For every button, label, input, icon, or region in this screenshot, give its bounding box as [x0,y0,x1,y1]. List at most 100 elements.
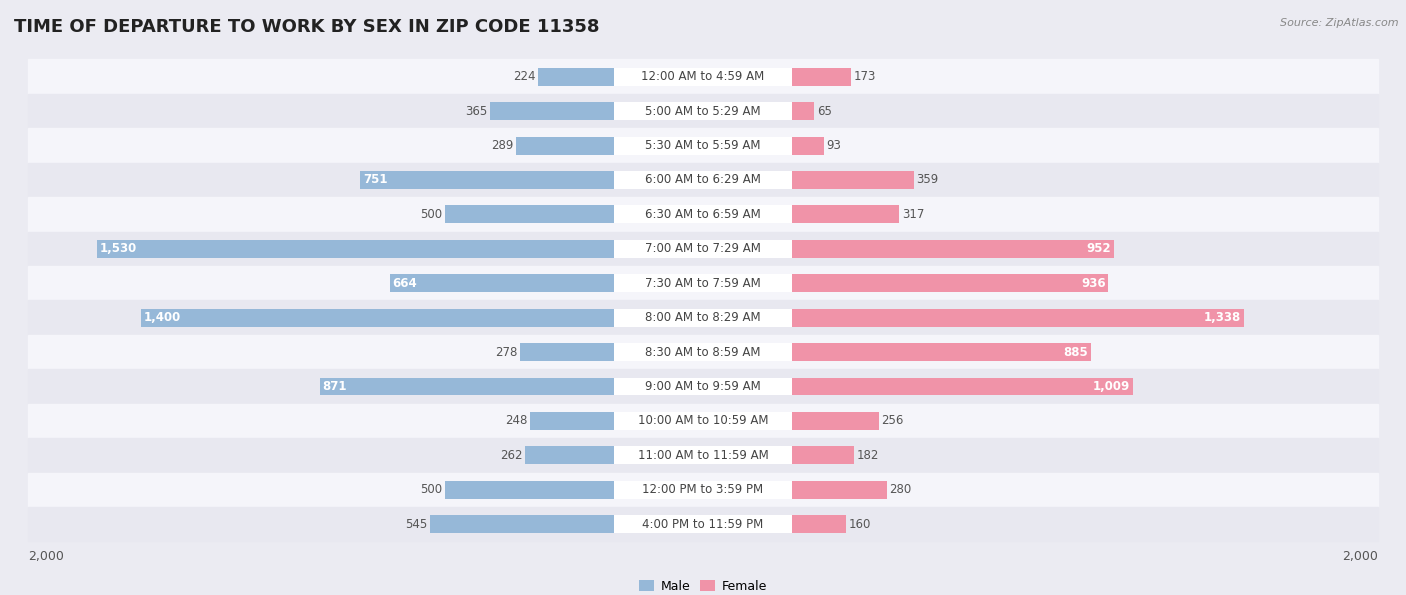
Bar [444,481,613,499]
Text: 2,000: 2,000 [28,550,65,563]
Bar [538,68,613,86]
Text: 365: 365 [465,105,488,118]
Bar [793,102,814,120]
Text: 280: 280 [890,483,912,496]
Bar [613,481,793,499]
Bar [28,266,1378,300]
Text: 12:00 PM to 3:59 PM: 12:00 PM to 3:59 PM [643,483,763,496]
Bar [444,205,613,223]
Text: 885: 885 [1063,346,1088,359]
Bar [793,68,851,86]
Bar [793,309,1244,327]
Bar [491,102,613,120]
Bar [28,94,1378,129]
Bar [793,378,1133,396]
Bar [613,446,793,464]
Bar [526,446,613,464]
Bar [28,507,1378,541]
Bar [319,378,613,396]
Bar [28,438,1378,472]
Text: 6:30 AM to 6:59 AM: 6:30 AM to 6:59 AM [645,208,761,221]
Bar [530,412,613,430]
Text: 359: 359 [917,174,939,186]
Bar [430,515,613,533]
Text: 1,338: 1,338 [1204,311,1241,324]
Text: 936: 936 [1081,277,1105,290]
Text: 664: 664 [392,277,418,290]
Bar [613,309,793,327]
Bar [28,369,1378,404]
Text: 500: 500 [420,208,441,221]
Bar [28,404,1378,438]
Bar [613,240,793,258]
Text: 65: 65 [817,105,832,118]
Bar [793,481,887,499]
Bar [793,343,1091,361]
Text: 248: 248 [505,415,527,427]
Bar [793,446,853,464]
Bar [141,309,613,327]
Bar [516,137,613,155]
Text: 182: 182 [856,449,879,462]
Text: 160: 160 [849,518,872,531]
Bar [360,171,613,189]
Bar [613,171,793,189]
Text: 224: 224 [513,70,536,83]
Text: 6:00 AM to 6:29 AM: 6:00 AM to 6:29 AM [645,174,761,186]
Bar [613,137,793,155]
Bar [613,343,793,361]
Bar [28,231,1378,266]
Bar [97,240,613,258]
Bar [28,60,1378,94]
Text: 2,000: 2,000 [1341,550,1378,563]
Bar [793,412,879,430]
Text: 262: 262 [501,449,523,462]
Bar [28,163,1378,197]
Text: 7:00 AM to 7:29 AM: 7:00 AM to 7:29 AM [645,242,761,255]
Text: 317: 317 [903,208,925,221]
Bar [793,240,1114,258]
Text: 173: 173 [853,70,876,83]
Legend: Male, Female: Male, Female [634,575,772,595]
Text: 1,009: 1,009 [1092,380,1130,393]
Text: 10:00 AM to 10:59 AM: 10:00 AM to 10:59 AM [638,415,768,427]
Bar [793,515,846,533]
Text: 8:00 AM to 8:29 AM: 8:00 AM to 8:29 AM [645,311,761,324]
Text: Source: ZipAtlas.com: Source: ZipAtlas.com [1281,18,1399,28]
Bar [28,197,1378,231]
Bar [613,274,793,292]
Text: 4:00 PM to 11:59 PM: 4:00 PM to 11:59 PM [643,518,763,531]
Bar [28,335,1378,369]
Bar [793,171,914,189]
Text: TIME OF DEPARTURE TO WORK BY SEX IN ZIP CODE 11358: TIME OF DEPARTURE TO WORK BY SEX IN ZIP … [14,18,599,36]
Bar [520,343,613,361]
Bar [613,102,793,120]
Bar [613,68,793,86]
Bar [613,378,793,396]
Bar [389,274,613,292]
Bar [613,515,793,533]
Text: 289: 289 [491,139,513,152]
Text: 1,530: 1,530 [100,242,138,255]
Text: 545: 545 [405,518,427,531]
Text: 1,400: 1,400 [143,311,181,324]
Bar [28,300,1378,335]
Text: 93: 93 [827,139,841,152]
Text: 12:00 AM to 4:59 AM: 12:00 AM to 4:59 AM [641,70,765,83]
Text: 8:30 AM to 8:59 AM: 8:30 AM to 8:59 AM [645,346,761,359]
Text: 5:00 AM to 5:29 AM: 5:00 AM to 5:29 AM [645,105,761,118]
Bar [28,472,1378,507]
Text: 256: 256 [882,415,904,427]
Text: 871: 871 [322,380,347,393]
Text: 500: 500 [420,483,441,496]
Text: 5:30 AM to 5:59 AM: 5:30 AM to 5:59 AM [645,139,761,152]
Text: 278: 278 [495,346,517,359]
Bar [28,129,1378,163]
Bar [793,137,824,155]
Text: 7:30 AM to 7:59 AM: 7:30 AM to 7:59 AM [645,277,761,290]
Text: 751: 751 [363,174,388,186]
Bar [793,274,1108,292]
Text: 952: 952 [1087,242,1111,255]
Text: 11:00 AM to 11:59 AM: 11:00 AM to 11:59 AM [638,449,768,462]
Bar [613,412,793,430]
